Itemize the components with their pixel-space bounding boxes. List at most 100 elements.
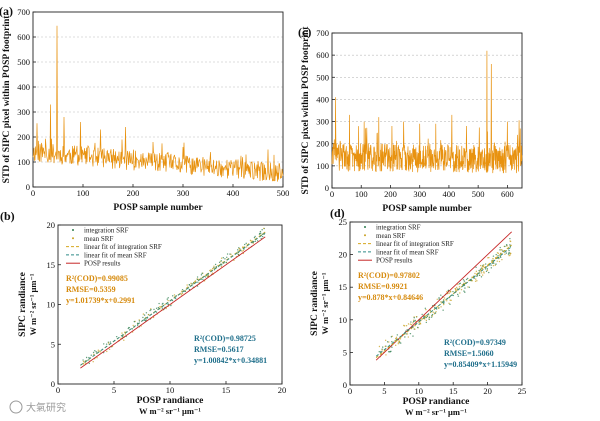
integration-srf-point bbox=[464, 287, 466, 289]
x-tick-label: 200 bbox=[127, 188, 140, 198]
integration-srf-point bbox=[158, 302, 160, 305]
integration-srf-point bbox=[188, 284, 190, 286]
integration-srf-point bbox=[200, 278, 203, 280]
mean-srf-point bbox=[471, 280, 473, 282]
mean-srf-point bbox=[413, 319, 415, 321]
integration-srf-point bbox=[404, 336, 406, 338]
integration-srf-point bbox=[167, 303, 169, 305]
posp-results-line bbox=[80, 236, 266, 369]
integration-srf-point bbox=[204, 276, 207, 278]
integration-srf-point bbox=[478, 274, 481, 277]
mean-srf-point bbox=[209, 269, 211, 272]
y-tick-label: 200 bbox=[17, 132, 30, 142]
mean-srf-point bbox=[424, 318, 426, 320]
integration-srf-point bbox=[440, 294, 442, 296]
integration-srf-point bbox=[508, 252, 511, 254]
mean-srf-point bbox=[403, 325, 406, 327]
mean-srf-point bbox=[220, 265, 223, 268]
integration-srf-point bbox=[260, 237, 262, 240]
y-tick-label: 15 bbox=[47, 260, 56, 270]
mean-srf-point bbox=[92, 361, 94, 363]
legend-entry: mean SRF bbox=[84, 235, 113, 243]
integration-srf-point bbox=[425, 321, 428, 324]
integration-srf-point bbox=[466, 277, 469, 280]
mean-srf-point bbox=[492, 264, 495, 267]
mean-srf-point bbox=[443, 303, 445, 306]
integration-srf-point bbox=[425, 316, 428, 319]
mean-srf-point bbox=[165, 307, 167, 310]
integration-srf-point bbox=[191, 283, 193, 285]
x-tick-label: 100 bbox=[355, 189, 368, 199]
mean-srf-point bbox=[496, 260, 498, 262]
mean-srf-point bbox=[213, 265, 215, 267]
y-axis-label: STD of SIPC pixel within POSP footprint bbox=[2, 15, 12, 184]
integration-srf-point bbox=[218, 261, 221, 264]
integration-srf-point bbox=[434, 306, 436, 309]
integration-srf-point bbox=[465, 278, 468, 281]
mean-srf-point bbox=[448, 292, 450, 294]
mean-srf-point bbox=[510, 252, 512, 255]
plot-frame bbox=[32, 11, 284, 188]
watermark-logo-icon bbox=[9, 400, 23, 414]
integration-srf-point bbox=[88, 356, 90, 359]
x-tick-label: 25 bbox=[518, 386, 527, 396]
integration-srf-point bbox=[508, 249, 510, 252]
x-tick-label: 0 bbox=[56, 385, 60, 395]
integration-srf-point bbox=[417, 326, 419, 329]
integration-srf-point bbox=[85, 356, 88, 359]
mean-srf-point bbox=[159, 306, 161, 308]
mean-srf-point bbox=[508, 254, 510, 257]
integration-srf-point bbox=[237, 251, 239, 253]
integration-srf-point bbox=[237, 249, 239, 251]
legend-entry: mean SRF bbox=[376, 232, 405, 240]
y-tick-label: 5 bbox=[51, 339, 55, 349]
y-axis-label: STD of SIPC pixel within POSP footprint bbox=[301, 26, 311, 195]
x-tick-label: 10 bbox=[166, 385, 175, 395]
std-series-line bbox=[32, 25, 284, 182]
integration-srf-point bbox=[170, 304, 172, 307]
x-tick-label: 200 bbox=[384, 189, 397, 199]
integration-srf-point bbox=[492, 255, 495, 257]
integration-srf-point bbox=[426, 315, 429, 318]
mean-srf-point bbox=[405, 325, 408, 327]
mean-srf-point bbox=[497, 252, 500, 254]
mean-srf-point bbox=[440, 306, 442, 308]
mean-srf-point bbox=[378, 345, 381, 348]
y-tick-label: 100 bbox=[17, 157, 30, 167]
mean-srf-point bbox=[238, 247, 240, 250]
integration-srf-point bbox=[88, 362, 90, 365]
x-axis-label: POSP sample number bbox=[382, 204, 472, 214]
mean-srf-point bbox=[93, 353, 95, 356]
mean-srf-point bbox=[492, 257, 494, 260]
integration-srf-point bbox=[405, 333, 407, 335]
mean-srf-point bbox=[410, 324, 413, 326]
fit-annotation-line: R²(COD)=0.97802 bbox=[358, 271, 420, 280]
panel-label: (b) bbox=[0, 209, 15, 223]
integration-srf-point bbox=[499, 249, 501, 251]
mean-srf-point bbox=[384, 339, 387, 342]
mean-srf-point bbox=[476, 280, 478, 282]
fit-annotation: R²(COD)=0.99085 RMSE=0.5359 y=1.01739*x+0.… bbox=[66, 274, 135, 305]
integration-srf-point bbox=[438, 298, 440, 300]
integration-srf-point bbox=[221, 264, 223, 266]
x-tick-label: 20 bbox=[483, 386, 492, 396]
integration-srf-point bbox=[413, 317, 415, 319]
legend-entry: linear fit of integration SRF bbox=[376, 240, 454, 248]
integration-srf-point bbox=[436, 308, 438, 310]
legend-marker bbox=[364, 234, 366, 237]
integration-srf-point bbox=[261, 235, 264, 238]
mean-srf-point bbox=[397, 341, 400, 343]
mean-srf-point bbox=[111, 345, 114, 348]
integration-srf-point bbox=[82, 359, 84, 361]
integration-srf-point bbox=[462, 283, 465, 286]
plot-frame bbox=[349, 221, 523, 386]
fit-annotation: R²(COD)=0.98725 RMSE=0.5617 y=1.00842*x+0.… bbox=[194, 334, 267, 365]
y-axis-label: SIPC randiance bbox=[310, 271, 320, 336]
mean-srf-point bbox=[407, 323, 410, 325]
mean-srf-point bbox=[506, 245, 508, 247]
y-axis-label: SIPC randiance bbox=[18, 272, 28, 337]
integration-srf-point bbox=[171, 299, 174, 302]
mean-srf-point bbox=[394, 344, 397, 347]
